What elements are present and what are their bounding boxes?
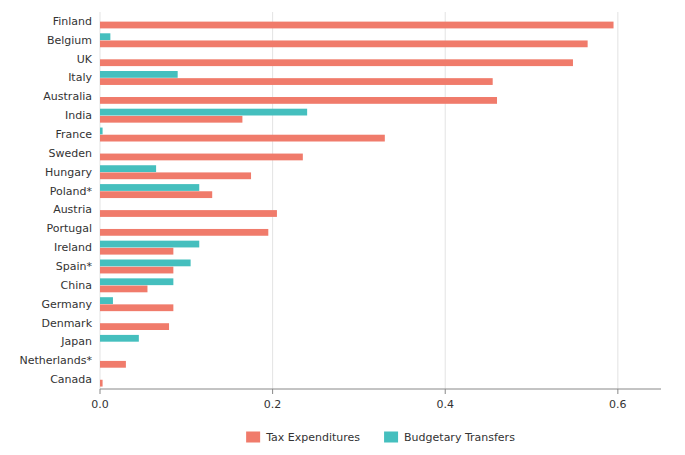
bar <box>100 260 191 267</box>
bar <box>100 342 101 349</box>
y-tick-label: Hungary <box>45 166 92 179</box>
grid-line <box>617 12 618 389</box>
bar <box>100 128 103 135</box>
y-axis: Finland Belgium UK Italy Australia India Franc… <box>19 15 92 386</box>
x-tick <box>272 389 273 394</box>
bar <box>100 323 169 330</box>
legend-item: Tax Expenditures <box>246 431 360 444</box>
y-tick-label: Belgium <box>47 34 92 47</box>
bar <box>100 146 101 153</box>
chart: 0.0 0.2 0.4 0.6 Finland Belgium UK Italy Austral… <box>0 0 685 455</box>
y-tick-label: Japan <box>60 335 92 348</box>
chart-container: 0.0 0.2 0.4 0.6 Finland Belgium UK Italy Austral… <box>0 0 685 455</box>
bar <box>100 184 199 191</box>
bar <box>100 316 101 323</box>
grid-line <box>100 12 101 389</box>
bar <box>100 361 126 368</box>
bar <box>100 154 303 161</box>
x-axis-line <box>100 389 661 390</box>
grid-line <box>272 12 273 389</box>
bar <box>100 165 156 172</box>
x-tick-label: 0.6 <box>609 398 627 411</box>
bar <box>100 59 573 66</box>
grid-line <box>445 12 446 389</box>
bar <box>100 297 113 304</box>
bar <box>100 90 101 97</box>
bar <box>100 373 101 380</box>
legend: Tax Expenditures Budgetary Transfers <box>246 431 515 444</box>
bar <box>100 229 268 236</box>
y-tick-label: India <box>65 109 92 122</box>
bar <box>100 241 199 248</box>
y-tick-label: Netherlands* <box>19 354 92 367</box>
bar <box>100 40 588 47</box>
bar <box>100 109 307 116</box>
y-tick-label: Canada <box>50 373 92 386</box>
bar <box>100 116 242 123</box>
bar <box>100 78 493 85</box>
x-tick-label: 0.2 <box>264 398 282 411</box>
y-tick-label: France <box>55 128 92 141</box>
y-tick-label: Portugal <box>46 222 92 235</box>
bar <box>100 248 173 255</box>
legend-swatch <box>384 432 398 443</box>
bar <box>100 222 101 229</box>
x-tick <box>100 389 101 394</box>
y-tick-label: Spain* <box>56 260 93 273</box>
bar <box>100 267 173 274</box>
grid <box>100 12 618 389</box>
y-tick-label: Italy <box>68 71 92 84</box>
y-tick-label: Australia <box>43 90 92 103</box>
legend-label: Budgetary Transfers <box>404 431 515 444</box>
y-tick-label: Denmark <box>41 317 92 330</box>
bar <box>100 335 139 342</box>
bar <box>100 210 277 217</box>
bar <box>100 354 101 361</box>
bar <box>100 191 212 198</box>
bar <box>100 286 147 293</box>
y-tick-label: Finland <box>53 15 92 28</box>
y-tick-label: Sweden <box>49 147 92 160</box>
x-tick-label: 0.4 <box>436 398 454 411</box>
bar <box>100 278 173 285</box>
legend-item: Budgetary Transfers <box>384 431 515 444</box>
bar <box>100 22 614 29</box>
y-tick-label: Germany <box>41 298 92 311</box>
y-tick-label: UK <box>77 53 93 66</box>
bar <box>100 52 101 59</box>
bar <box>100 33 110 40</box>
bar <box>100 71 178 78</box>
legend-swatch <box>246 432 260 443</box>
y-tick-label: Poland* <box>50 185 93 198</box>
y-tick-label: Ireland <box>54 241 92 254</box>
bar <box>100 203 101 210</box>
bar <box>100 14 101 21</box>
x-tick <box>445 389 446 394</box>
bar <box>100 97 497 104</box>
y-tick-label: Austria <box>53 203 92 216</box>
bars <box>100 22 614 387</box>
x-axis: 0.0 0.2 0.4 0.6 <box>91 389 661 411</box>
y-tick-label: China <box>61 279 92 292</box>
x-tick <box>617 389 618 394</box>
bar <box>100 380 103 387</box>
legend-label: Tax Expenditures <box>265 431 360 444</box>
bar <box>100 304 173 311</box>
x-tick-label: 0.0 <box>91 398 109 411</box>
bar <box>100 172 251 179</box>
bar <box>100 135 385 142</box>
